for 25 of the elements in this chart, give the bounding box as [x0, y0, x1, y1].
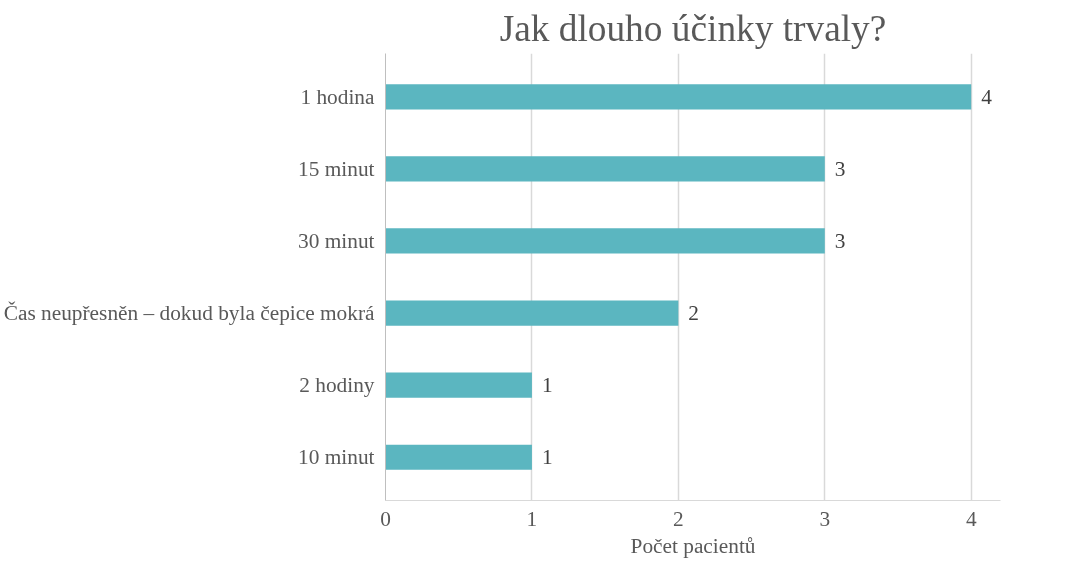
x-tick-label: 2: [673, 506, 684, 531]
x-tick-label: 1: [526, 506, 538, 531]
x-axis-title: Počet pacientů: [630, 533, 756, 558]
data-label: 1: [541, 445, 553, 470]
bar: [385, 228, 825, 254]
y-tick-label: 30 minut: [298, 228, 375, 253]
x-tick-label: 3: [819, 506, 831, 531]
data-label: 3: [834, 228, 846, 253]
data-label: 3: [834, 156, 846, 181]
bar: [385, 156, 825, 182]
data-label: 2: [688, 301, 700, 326]
bar: [385, 444, 532, 470]
data-label: 4: [981, 84, 993, 109]
bar: [385, 300, 679, 326]
y-tick-label: 10 minut: [298, 445, 375, 470]
x-tick-label: 0: [380, 506, 391, 531]
bar: [385, 84, 972, 110]
data-label: 1: [541, 373, 553, 398]
chart-title: Jak dlouho účinky trvaly?: [499, 7, 887, 49]
y-tick-label: 1 hodina: [300, 84, 376, 109]
y-tick-label: 2 hodiny: [299, 373, 375, 398]
x-tick-label: 4: [965, 506, 977, 531]
bar: [385, 372, 532, 398]
y-tick-label: Čas neupřesněn – dokud byla čepice mokrá: [3, 301, 376, 326]
y-tick-label: 15 minut: [298, 156, 375, 181]
